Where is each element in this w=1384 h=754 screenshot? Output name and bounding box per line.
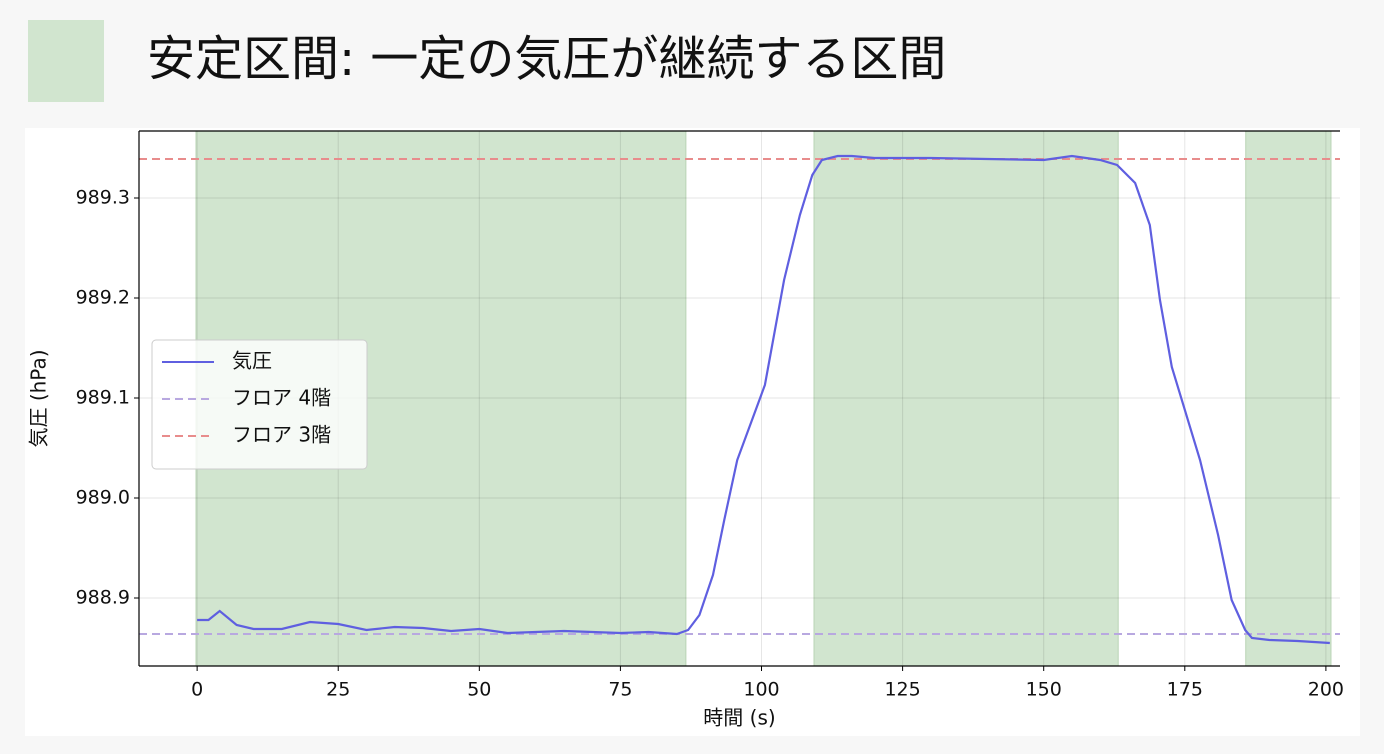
x-tick-label: 150 <box>1026 679 1062 701</box>
y-tick-label: 989.0 <box>76 487 130 509</box>
legend-label: フロア 3階 <box>232 423 331 447</box>
legend-label: フロア 4階 <box>232 386 331 410</box>
y-tick-label: 989.1 <box>76 387 130 409</box>
x-tick-label: 100 <box>743 679 779 701</box>
title-swatch <box>28 20 104 102</box>
x-tick-label: 0 <box>191 679 203 701</box>
legend-label: 気圧 <box>232 349 272 373</box>
pressure-line <box>197 154 1330 645</box>
x-tick-label: 200 <box>1308 679 1344 701</box>
x-tick-label: 125 <box>884 679 920 701</box>
x-tick-label: 50 <box>467 679 491 701</box>
plot: 0 25 50 75 100 125 150 175 200 988.9 989.0 989.1 989… <box>27 130 1344 730</box>
x-tick-label: 25 <box>326 679 350 701</box>
y-tick-label: 988.9 <box>76 587 130 609</box>
x-axis-label: 時間 (s) <box>703 706 775 730</box>
y-axis-label: 気圧 (hPa) <box>27 349 51 447</box>
y-tick-label: 989.2 <box>76 287 130 309</box>
x-tick-label: 75 <box>608 679 632 701</box>
y-tick-label: 989.3 <box>76 187 130 209</box>
stable-span <box>1245 130 1332 667</box>
x-tick-label: 175 <box>1167 679 1203 701</box>
chart-title: 安定区間: 一定の気圧が継続する区間 <box>147 31 946 87</box>
